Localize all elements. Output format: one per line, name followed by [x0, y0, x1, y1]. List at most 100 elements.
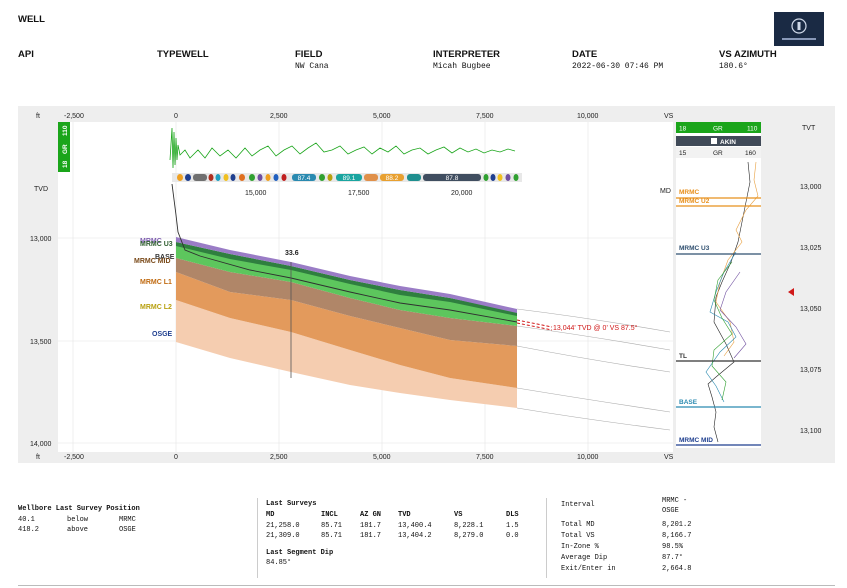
survey-1-incl: 85.71	[321, 522, 343, 530]
tvt-tick-2: 13,050	[800, 306, 822, 313]
vs-tick-top-4: 7,500	[476, 113, 494, 120]
top-label-tl: TL	[679, 353, 687, 360]
gr-top-min: 18	[679, 126, 687, 133]
vs-tick-top-1: 0	[174, 113, 178, 120]
summary-divider-2	[546, 498, 547, 578]
dip-annotation: 33.6	[285, 250, 299, 257]
well-name-header	[676, 136, 761, 146]
vs-tick-bottom-0: -2,500	[64, 454, 84, 461]
mrmc-top-band	[176, 237, 517, 313]
mrmc-l1-band	[176, 258, 517, 346]
vs-label-bottom: VS	[664, 454, 674, 461]
unit-top: ft	[36, 113, 40, 120]
section-axes: ft ft -2,500 0 2,500 5,000 7,500 10,000 …	[30, 113, 674, 461]
top-label-mrmc-u3: MRMC U3	[679, 245, 710, 252]
vs-tick-top-5: 10,000	[577, 113, 599, 120]
type-log-panel[interactable]: 18 GR 110 AKIN 15 GR 160 MRMC MRMC U2 MR…	[676, 122, 835, 452]
interval-title: Interval	[561, 501, 595, 509]
survey-1-azgn: 181.7	[360, 522, 382, 530]
surveys-col-dls: DLS	[506, 511, 519, 519]
top-label-base: BASE	[679, 399, 698, 406]
date-label: DATE	[572, 49, 598, 60]
md-label: MD	[660, 188, 671, 195]
survey-1-vs: 8,228.1	[454, 522, 484, 530]
surveys-col-azgn: AZ GN	[360, 511, 382, 519]
tvt-label: TVT	[802, 125, 816, 132]
tvd-tick-0: 13,000	[30, 236, 52, 243]
vs-tick-bottom-3: 5,000	[373, 454, 391, 461]
survey-2-azgn: 181.7	[360, 532, 382, 540]
interval-row-1-value: 8,201.2	[662, 521, 692, 529]
segment-dip-title: Last Segment Dip	[266, 549, 334, 557]
date-value: 2022-06-30 07:46 PM	[572, 62, 664, 71]
md-tick-0: 15,000	[245, 190, 267, 197]
formation-label-base: BASE	[155, 254, 175, 261]
vs-tick-bottom-1: 0	[174, 454, 178, 461]
surveys-col-vs: VS	[454, 511, 463, 519]
tvd-tick-2: 14,000	[30, 441, 52, 448]
tvt-tick-0: 13,000	[800, 184, 822, 191]
tvt-tick-4: 13,100	[800, 428, 822, 435]
tvt-ticks: 13,000 13,025 13,050 13,075 13,100	[800, 184, 822, 435]
top-label-mrmc-u2: MRMC U2	[679, 198, 710, 205]
formation-label-mrmc-mid: MRMC MID	[134, 258, 171, 265]
survey-2-tvd: 13,404.2	[398, 532, 432, 540]
typewell-label: TYPEWELL	[157, 49, 209, 60]
dip-marker-labels: 87.4 89.1 88.2 87.8	[298, 175, 459, 182]
vs-tick-top-0: -2,500	[64, 113, 84, 120]
gr-scale-max: 110	[62, 125, 69, 136]
gr-top-header	[676, 122, 761, 133]
projection-label: 13,044' TVD @ 0' VS 87.5°	[553, 324, 638, 332]
dip-label-1: 87.4	[298, 175, 311, 182]
interval-row-5-value: 2,664.8	[662, 565, 692, 573]
interval-col-top: MRMC -	[662, 497, 688, 505]
gr-scale-min: 18	[62, 160, 69, 168]
well-name: AKIN	[720, 139, 736, 146]
gr-top-max: 110	[747, 126, 758, 133]
survey-1-dls: 1.5	[506, 522, 519, 530]
wellbore-path	[171, 184, 518, 323]
md-tick-2: 20,000	[451, 190, 473, 197]
type-log-curves	[705, 161, 759, 443]
survey-2-md: 21,309.0	[266, 532, 300, 540]
current-depth-marker[interactable]	[788, 288, 794, 296]
vs-azimuth-value: 180.6°	[719, 62, 748, 71]
survey-2-incl: 85.71	[321, 532, 343, 540]
surveys-col-tvd: TVD	[398, 511, 411, 519]
gr-log-curve	[169, 127, 516, 169]
gr-scale-name: GR	[62, 144, 69, 154]
gr-bottom-max: 160	[745, 150, 756, 157]
gr-bottom-header	[676, 147, 761, 158]
dip-markers	[177, 174, 519, 181]
tvt-tick-3: 13,075	[800, 367, 822, 374]
summary-divider-1	[257, 498, 258, 578]
segment-dip-value: 84.85°	[266, 559, 292, 567]
vs-tick-bottom-5: 10,000	[577, 454, 599, 461]
top-label-mrmc-mid: MRMC MID	[679, 437, 713, 444]
vs-tick-top-3: 5,000	[373, 113, 391, 120]
type-log-top-labels: MRMC MRMC U2 MRMC U3 TL BASE MRMC MID	[679, 189, 713, 444]
dip-label-4: 87.8	[446, 175, 459, 182]
tvd-label: TVD	[34, 186, 48, 193]
position-title: Wellbore Last Survey Position	[18, 505, 140, 513]
position-row-2-formation: OSGE	[119, 526, 136, 534]
interval-row-2-label: Total VS	[561, 532, 595, 540]
interval-row-1-label: Total MD	[561, 521, 595, 529]
projection-line	[516, 319, 553, 328]
well-title: WELL	[18, 14, 45, 25]
cross-section[interactable]: 87.4 89.1 88.2 87.8 MRMC MRMC U3	[0, 0, 847, 470]
interval-row-3-value: 98.5%	[662, 543, 684, 551]
survey-1-tvd: 13,400.4	[398, 522, 432, 530]
osge-band	[176, 300, 517, 408]
formation-label-mrmc-l2: MRMC L2	[140, 304, 172, 311]
vs-label-top: VS	[664, 113, 674, 120]
formation-layers	[171, 184, 671, 431]
interval-row-2-value: 8,166.7	[662, 532, 692, 540]
position-row-1-formation: MRMC	[119, 516, 136, 524]
tvd-tick-1: 13,500	[30, 339, 52, 346]
type-log-tops	[676, 197, 761, 446]
mrmc-l2-band	[176, 272, 517, 388]
surveys-col-incl: INCL	[321, 511, 338, 519]
survey-2-dls: 0.0	[506, 532, 519, 540]
gr-scale-labels: 18 GR 110	[62, 125, 69, 168]
